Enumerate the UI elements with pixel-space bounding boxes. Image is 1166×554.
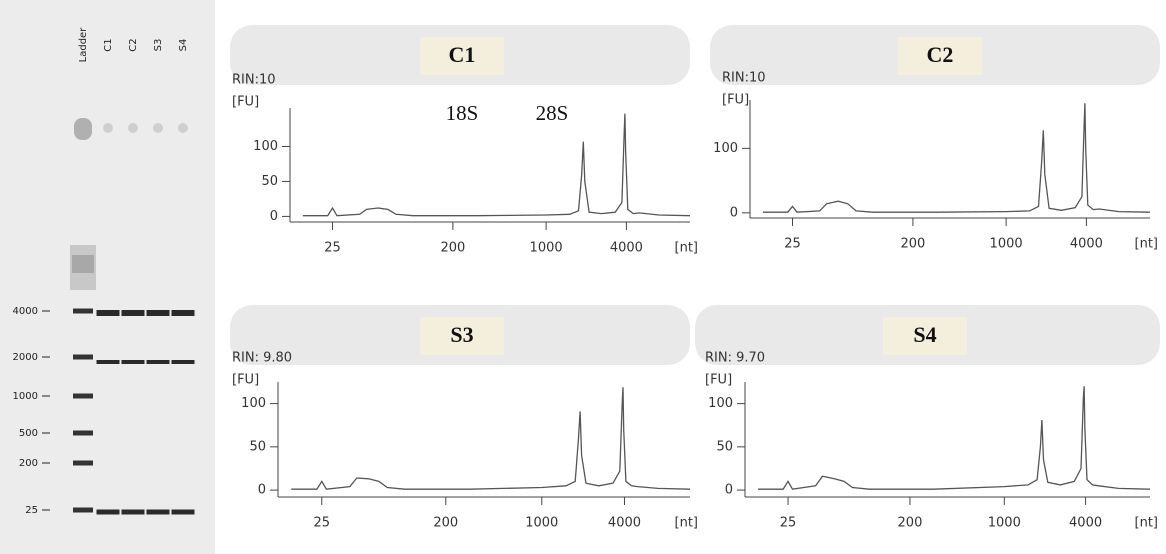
well xyxy=(103,123,113,133)
sample-band xyxy=(147,360,170,364)
sample-band xyxy=(172,360,195,364)
y-tick-label: 100 xyxy=(253,139,278,154)
y-tick-label: 0 xyxy=(270,209,278,224)
lane-label: C1 xyxy=(103,38,114,51)
sample-band xyxy=(122,510,145,515)
sample-band xyxy=(147,510,170,515)
lane-label: S4 xyxy=(178,39,189,52)
ladder-band xyxy=(73,394,93,399)
peak-annotation: 18S xyxy=(446,101,479,125)
y-axis-label: [FU] xyxy=(722,93,749,108)
sample-band xyxy=(122,310,145,316)
peak-annotation: 28S xyxy=(536,101,569,125)
y-tick-label: 0 xyxy=(258,483,266,498)
panel-title: S3 xyxy=(450,322,473,347)
lane-label: S3 xyxy=(153,39,164,52)
y-axis-label: [FU] xyxy=(232,373,259,388)
size-label: 4000 xyxy=(13,306,38,317)
panel-title: C2 xyxy=(927,42,954,67)
size-label: 1000 xyxy=(13,391,38,402)
sample-band xyxy=(97,510,120,515)
y-tick-label: 50 xyxy=(261,174,278,189)
figure: LadderC1C2S3S440002000100050020025 C1RIN… xyxy=(0,0,1166,554)
ladder-band xyxy=(73,309,93,314)
y-tick-label: 0 xyxy=(725,483,733,498)
ladder-band xyxy=(73,461,93,466)
sample-band xyxy=(172,510,195,515)
x-tick-label: 4000 xyxy=(1069,516,1102,531)
x-tick-label: 1000 xyxy=(530,241,563,256)
panel-title: S4 xyxy=(913,322,936,347)
sample-band xyxy=(122,360,145,364)
ladder-smear xyxy=(72,255,94,273)
x-tick-label: 25 xyxy=(784,237,801,252)
x-tick-label: 200 xyxy=(433,516,458,531)
well xyxy=(128,123,138,133)
x-axis-label: [nt] xyxy=(1135,237,1158,252)
size-label: 2000 xyxy=(13,352,38,363)
rin-label: RIN: 9.80 xyxy=(232,351,292,366)
ladder-band xyxy=(73,431,93,436)
rin-label: RIN:10 xyxy=(232,73,276,88)
size-label: 200 xyxy=(19,458,38,469)
x-tick-label: 1000 xyxy=(988,516,1021,531)
x-tick-label: 1000 xyxy=(990,237,1023,252)
rin-label: RIN: 9.70 xyxy=(705,351,765,366)
y-tick-label: 0 xyxy=(730,205,738,220)
y-axis-label: [FU] xyxy=(232,95,259,110)
lane-label: Ladder xyxy=(78,27,89,63)
y-axis-label: [FU] xyxy=(705,373,732,388)
gel-image: Ladder C1 C2 S3 S4 4000 2000 1000 500 200 25 xyxy=(0,0,215,554)
y-tick-label: 100 xyxy=(713,141,738,156)
sample-band xyxy=(147,310,170,316)
ladder-band xyxy=(73,355,93,360)
well xyxy=(153,123,163,133)
size-label: 500 xyxy=(19,428,38,439)
x-tick-label: 200 xyxy=(898,516,923,531)
x-tick-label: 200 xyxy=(440,241,465,256)
x-axis-label: [nt] xyxy=(675,516,698,531)
size-label: 25 xyxy=(25,505,38,516)
sample-band xyxy=(97,310,120,316)
well xyxy=(74,118,92,140)
y-tick-label: 100 xyxy=(708,396,733,411)
sample-band xyxy=(172,310,195,316)
y-tick-label: 50 xyxy=(716,439,733,454)
lane-label: C2 xyxy=(128,38,139,51)
x-tick-label: 25 xyxy=(324,241,341,256)
panel-title: C1 xyxy=(449,42,476,67)
x-tick-label: 4000 xyxy=(1070,237,1103,252)
y-tick-label: 100 xyxy=(241,396,266,411)
x-tick-label: 200 xyxy=(900,237,925,252)
x-tick-label: 4000 xyxy=(610,241,643,256)
x-tick-label: 4000 xyxy=(608,516,641,531)
x-tick-label: 1000 xyxy=(525,516,558,531)
rin-label: RIN:10 xyxy=(722,71,766,86)
x-tick-label: 25 xyxy=(314,516,331,531)
ladder-band xyxy=(73,508,93,513)
x-tick-label: 25 xyxy=(780,516,797,531)
x-axis-label: [nt] xyxy=(1135,516,1158,531)
gel-background xyxy=(0,0,215,554)
x-axis-label: [nt] xyxy=(675,241,698,256)
y-tick-label: 50 xyxy=(249,439,266,454)
well xyxy=(178,123,188,133)
sample-band xyxy=(97,360,120,364)
